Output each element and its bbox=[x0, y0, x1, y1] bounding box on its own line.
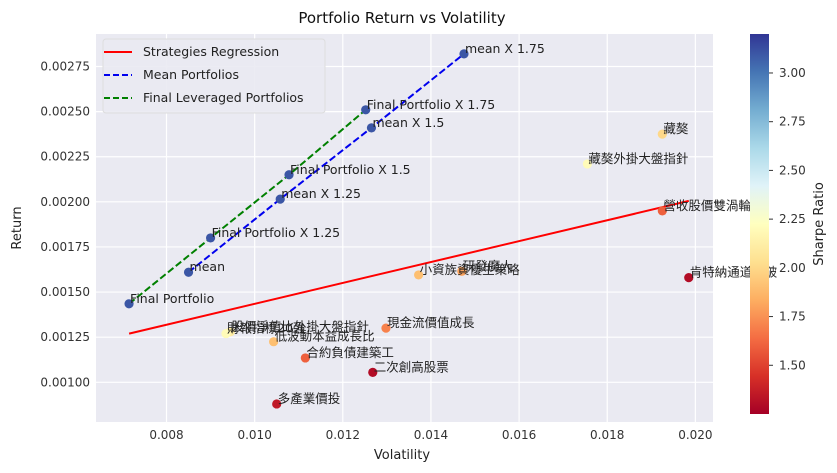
point-label: 藏獒外掛大盤指針 bbox=[588, 151, 689, 166]
x-tick-label: 0.020 bbox=[678, 428, 712, 442]
point-label: 二次創高股票 bbox=[374, 359, 449, 374]
point-label: Final Portfolio bbox=[130, 291, 214, 306]
point-label: 小資族資優生策略 bbox=[420, 262, 521, 277]
point-label: mean X 1.25 bbox=[281, 186, 361, 201]
point-label: 財報指標20強 bbox=[227, 321, 306, 336]
point-label: Final Portfolio X 1.5 bbox=[290, 162, 411, 177]
point-label: 研發魔人 bbox=[463, 258, 514, 273]
y-axis-ticks: 0.00100 0.00125 0.00150 0.00175 0.00200 0.002… bbox=[40, 59, 90, 389]
scatter-point bbox=[221, 328, 231, 339]
point-label: 低波動本益成長比 bbox=[275, 329, 375, 344]
point-label: mean X 1.75 bbox=[465, 41, 545, 56]
colorbar-label: Sharpe Ratio bbox=[812, 182, 827, 266]
series-lines bbox=[128, 53, 690, 335]
point-label: 股價淨值比外掛大盤指針 bbox=[231, 319, 369, 334]
scatter-point bbox=[275, 194, 285, 204]
scatter-point bbox=[300, 353, 310, 363]
legend-entry: Strategies Regression bbox=[143, 44, 279, 59]
scatter-point bbox=[205, 233, 216, 243]
colorbar-ticks: 1.50 1.75 2.00 2.25 2.50 2.75 3.00 bbox=[769, 66, 806, 372]
scatter-point bbox=[366, 123, 377, 133]
legend: Strategies Regression Mean Portfolios Fina… bbox=[102, 38, 326, 114]
scatter-point bbox=[459, 49, 469, 59]
colorbar-tick-label: 2.25 bbox=[779, 212, 806, 226]
x-tick-label: 0.014 bbox=[414, 428, 448, 442]
y-tick-label: 0.00200 bbox=[40, 195, 90, 209]
legend-entry: Mean Portfolios bbox=[143, 67, 239, 82]
scatter-point bbox=[272, 399, 282, 409]
colorbar-tick-label: 2.00 bbox=[779, 261, 806, 275]
x-tick-label: 0.010 bbox=[237, 428, 271, 442]
series-line bbox=[128, 109, 367, 305]
y-tick-label: 0.00100 bbox=[40, 375, 90, 389]
point-label: 藏獒 bbox=[663, 121, 689, 136]
colorbar-tick-label: 2.75 bbox=[779, 115, 806, 129]
scatter-point bbox=[657, 206, 667, 216]
point-labels: 藏獒藏獒外掛大盤指針營收股價雙渦輪肯特納通道突破研發魔人小資族資優生策略股價淨值… bbox=[130, 41, 777, 406]
point-label: mean bbox=[190, 259, 225, 274]
x-tick-label: 0.008 bbox=[149, 428, 183, 442]
scatter-point bbox=[284, 170, 294, 180]
scatter-point bbox=[657, 129, 667, 139]
colorbar-tick-label: 3.00 bbox=[779, 66, 806, 80]
scatter-points bbox=[124, 49, 694, 409]
point-label: 營收股價雙渦輪 bbox=[663, 198, 751, 213]
chart-title: Portfolio Return vs Volatility bbox=[298, 9, 505, 27]
y-tick-label: 0.00225 bbox=[40, 150, 90, 164]
y-tick-label: 0.00150 bbox=[40, 285, 90, 299]
legend-box bbox=[102, 38, 326, 114]
y-tick-label: 0.00125 bbox=[40, 330, 90, 344]
colorbar-tick-label: 1.50 bbox=[779, 358, 806, 372]
scatter-point bbox=[368, 367, 378, 377]
colorbar-tick-label: 2.50 bbox=[779, 163, 806, 177]
y-tick-label: 0.00275 bbox=[40, 59, 90, 73]
y-axis-label: Return bbox=[10, 206, 25, 249]
x-tick-label: 0.012 bbox=[326, 428, 360, 442]
point-label: 合約負債建築工 bbox=[306, 345, 394, 360]
point-label: Final Portfolio X 1.25 bbox=[212, 225, 341, 240]
x-tick-label: 0.018 bbox=[590, 428, 624, 442]
colorbar-tick-label: 1.75 bbox=[779, 310, 806, 324]
x-tick-label: 0.016 bbox=[502, 428, 536, 442]
scatter-point bbox=[361, 105, 371, 115]
scatter-point bbox=[457, 266, 467, 276]
x-axis-ticks: 0.008 0.010 0.012 0.014 0.016 0.018 0.020 bbox=[149, 428, 712, 442]
y-tick-label: 0.00175 bbox=[40, 240, 90, 254]
series-line bbox=[187, 53, 465, 273]
point-label: mean X 1.5 bbox=[372, 115, 444, 130]
scatter-point bbox=[684, 273, 694, 283]
scatter-point bbox=[269, 337, 279, 347]
scatter-point bbox=[183, 267, 194, 277]
colorbar bbox=[750, 34, 769, 414]
scatter-point bbox=[124, 299, 134, 309]
x-axis-label: Volatility bbox=[374, 448, 430, 463]
series-line bbox=[128, 199, 690, 335]
point-label: 現金流價值成長 bbox=[387, 315, 475, 330]
scatter-point bbox=[381, 323, 391, 333]
legend-entry: Final Leveraged Portfolios bbox=[143, 90, 304, 105]
point-label: 多產業價投 bbox=[278, 391, 341, 406]
scatter-point bbox=[414, 270, 424, 280]
point-label: Final Portfolio X 1.75 bbox=[367, 97, 496, 112]
scatter-point bbox=[582, 159, 592, 169]
y-tick-label: 0.00250 bbox=[40, 105, 90, 119]
